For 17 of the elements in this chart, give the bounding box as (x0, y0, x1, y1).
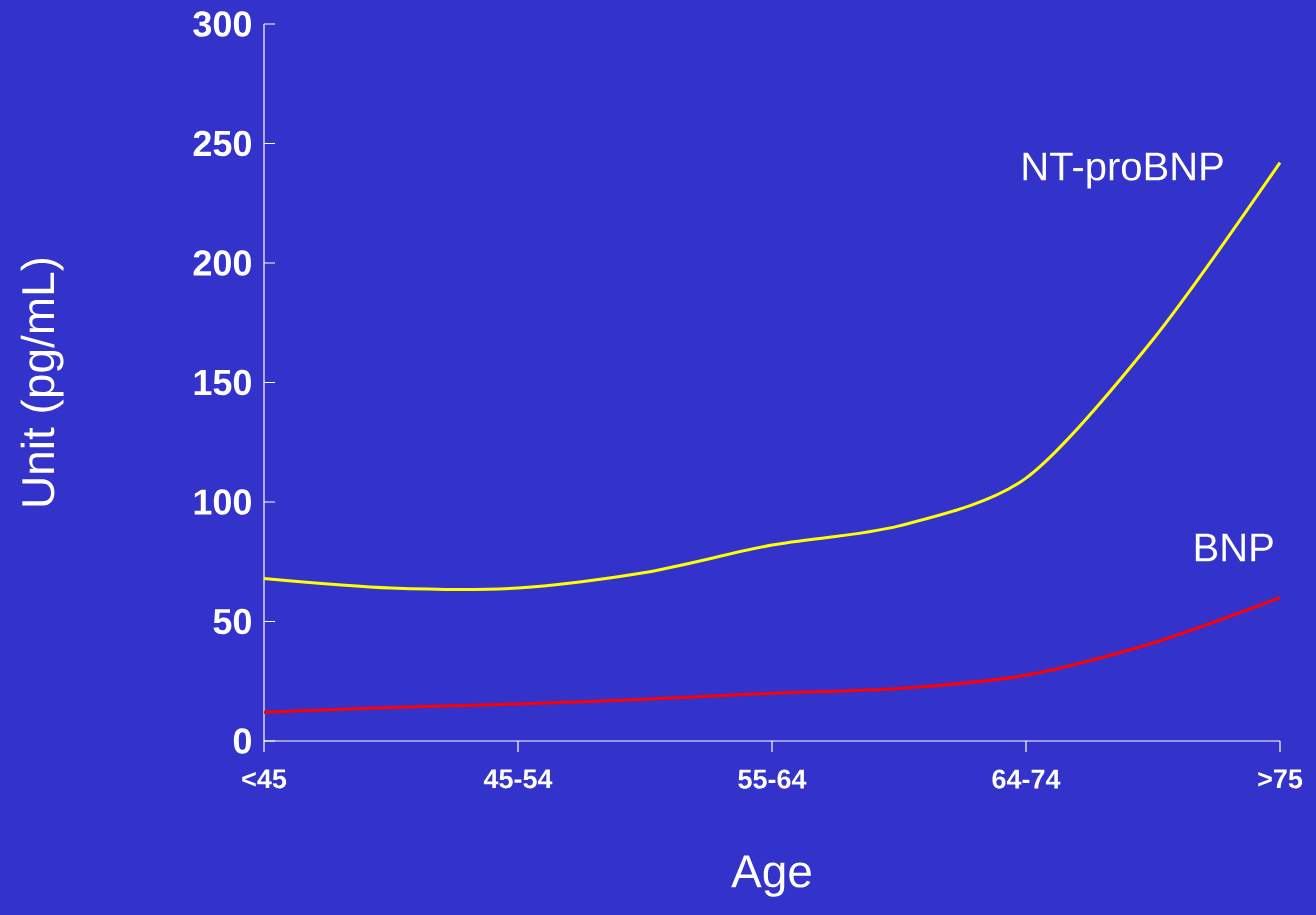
y-tick-label: 0 (233, 728, 251, 754)
y-axis-title: Unit (pg/mL) (20, 258, 64, 506)
x-tick-label: >75 (1258, 769, 1303, 789)
series-label: BNP (1195, 533, 1273, 562)
y-tick-label: 50 (213, 608, 251, 635)
x-axis-title: Age (731, 855, 811, 897)
y-tick-label: 300 (193, 11, 251, 37)
line-series (262, 596, 1282, 714)
x-tick-label: <45 (242, 769, 287, 789)
x-tick-label: 55-64 (738, 769, 807, 789)
x-tick-label: 64-74 (992, 769, 1061, 789)
series-label: NT-proBNP (1023, 152, 1223, 189)
y-tick-label: 150 (194, 369, 251, 396)
x-tick-label: 45-54 (483, 769, 553, 789)
y-tick-label: 250 (193, 130, 251, 157)
y-tick-label: 200 (193, 250, 251, 276)
y-tick-label: 100 (194, 489, 251, 515)
